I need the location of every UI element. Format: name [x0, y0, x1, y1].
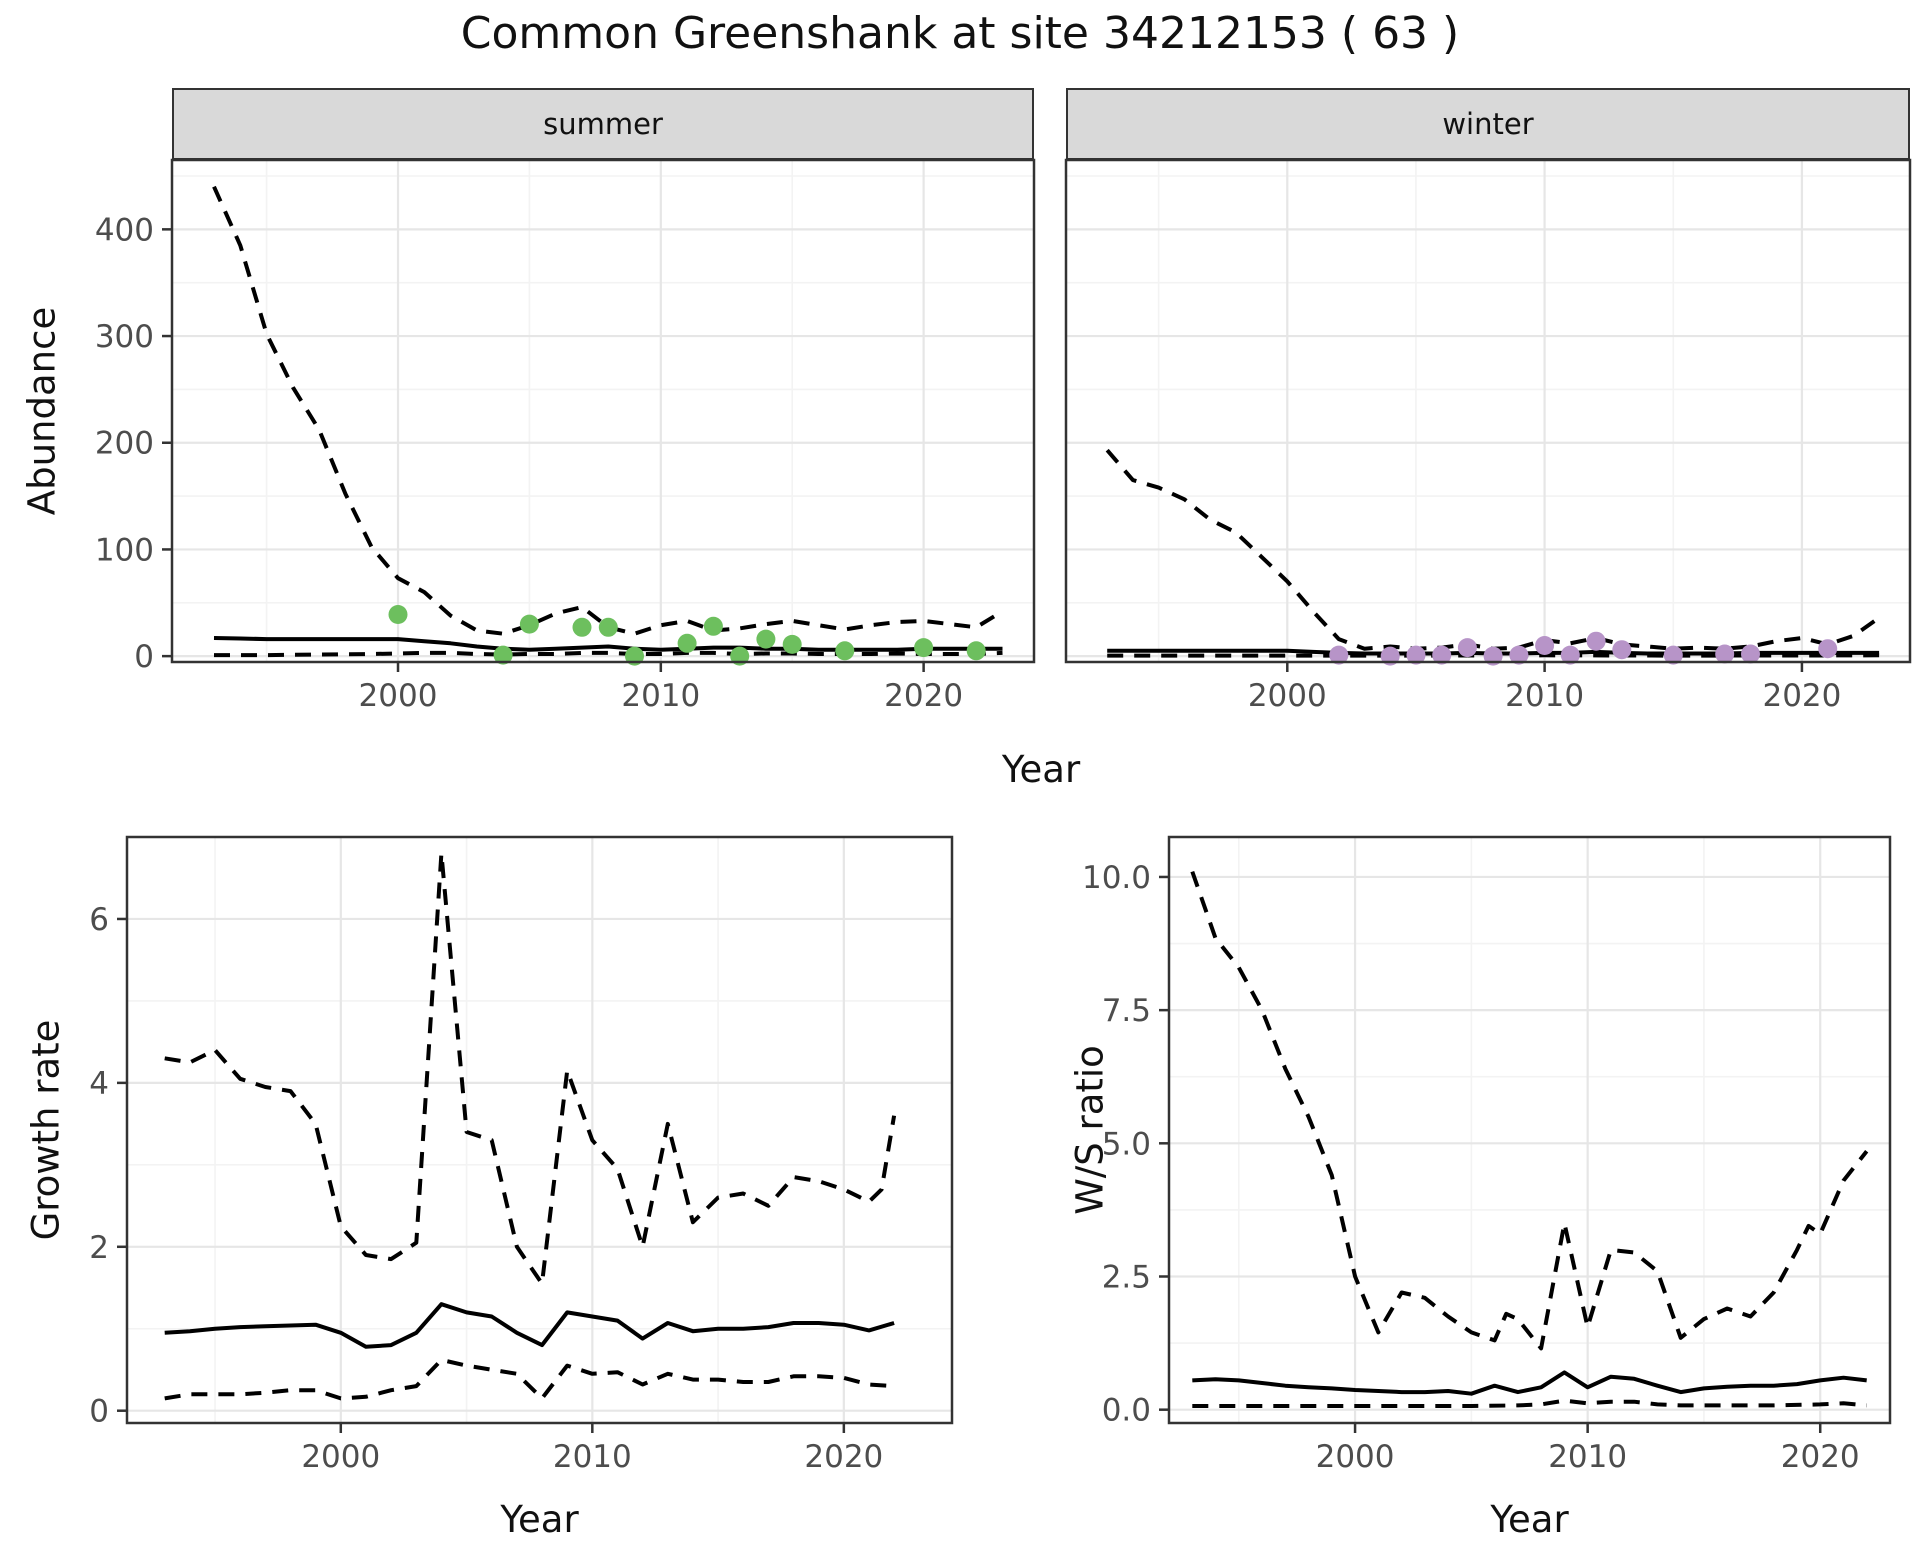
y-tick-label: 0	[89, 1394, 109, 1430]
series-mean	[213, 636, 1003, 652]
x-axis-title-year-ws: Year	[1490, 1498, 1569, 1541]
data-point-observed-counts	[1715, 644, 1735, 664]
data-point-observed-counts	[519, 614, 539, 634]
data-point-observed-counts	[756, 629, 776, 649]
y-tick-label: 0.0	[1102, 1393, 1151, 1429]
y-tick-label: 4	[89, 1066, 109, 1102]
data-point-observed-counts	[782, 634, 802, 654]
panel-border	[1064, 158, 1912, 664]
panel-background	[1066, 160, 1910, 662]
x-tick-label: 2020	[884, 678, 963, 714]
data-point-observed-counts	[1818, 639, 1838, 659]
data-point-observed-counts	[677, 633, 697, 653]
x-axis-title-year-growth: Year	[500, 1498, 579, 1541]
abundance-summer-plot: 2000 2010 2020 0 100 200 300 400	[95, 158, 1036, 714]
data-point-observed-counts	[388, 605, 408, 624]
data-point-observed-counts	[1586, 631, 1606, 651]
series-upper-ci	[1190, 870, 1869, 1351]
data-point-observed-counts	[1741, 644, 1760, 664]
data-point-observed-counts	[966, 641, 986, 661]
y-axis-title-abundance: Abundance	[20, 306, 64, 516]
x-tick-label: 2000	[1248, 678, 1327, 714]
facet-strip-summer: summer	[172, 88, 1034, 160]
series-lower-ci	[164, 1357, 895, 1401]
growth-rate-plot: 2000 2010 2020 0 2 4 6	[89, 835, 954, 1475]
x-tick-label: 2020	[1781, 1439, 1860, 1475]
facet-strip-winter: winter	[1066, 88, 1910, 160]
abundance-winter-plot: 2000 2010 2020	[1064, 158, 1912, 714]
y-tick-label: 6	[89, 902, 109, 938]
panel-growth-rate: 2000 2010 2020 0 2 4 6	[49, 833, 956, 1503]
data-point-observed-counts	[1432, 645, 1452, 665]
panel-border	[125, 835, 954, 1425]
x-tick-label: 2010	[621, 678, 700, 714]
panel-background	[1169, 837, 1890, 1423]
y-tick-label: 2	[89, 1230, 109, 1266]
y-tick-label: 10.0	[1082, 860, 1151, 896]
data-point-observed-counts	[703, 616, 723, 636]
series-mean	[1192, 1370, 1867, 1396]
data-point-observed-counts	[1509, 645, 1529, 665]
y-tick-label: 100	[95, 532, 154, 568]
data-point-observed-counts	[598, 617, 618, 637]
panel-border	[170, 158, 1036, 664]
panel-abundance-summer: 2000 2010 2020 0 100 200 300 400	[72, 156, 1038, 736]
series-upper-ci	[212, 185, 1004, 636]
panel-abundance-winter: 2000 2010 2020	[1062, 156, 1916, 736]
x-tick-label: 2010	[1548, 1439, 1627, 1475]
series-mean	[164, 1302, 895, 1349]
y-tick-label: 5.0	[1102, 1126, 1151, 1162]
y-tick-label: 2.5	[1102, 1260, 1151, 1296]
data-point-observed-counts	[1612, 640, 1632, 660]
y-tick-label: 200	[95, 426, 154, 462]
series-mean	[1107, 648, 1880, 656]
x-tick-label: 2000	[359, 678, 438, 714]
data-point-observed-counts	[1457, 638, 1477, 658]
data-point-observed-counts	[1535, 636, 1555, 655]
y-tick-label: 400	[95, 212, 154, 248]
data-point-observed-counts	[914, 638, 934, 658]
series-upper-ci	[164, 851, 897, 1286]
ws-ratio-plot: 2000 2010 2020 0.0 2.5 5.0 7.5 10.0	[1082, 835, 1892, 1475]
facet-strip-summer-label: summer	[543, 107, 663, 141]
data-point-observed-counts	[1406, 645, 1426, 665]
series-lower-ci	[214, 650, 1003, 658]
y-tick-label: 0	[134, 639, 154, 675]
data-point-observed-counts	[572, 617, 592, 637]
panel-background	[127, 837, 952, 1423]
data-point-observed-counts	[493, 645, 513, 665]
x-tick-label: 2000	[1316, 1439, 1395, 1475]
panel-ws-ratio: 2000 2010 2020 0.0 2.5 5.0 7.5 10.0	[1061, 833, 1896, 1503]
data-point-observed-counts	[1329, 645, 1349, 665]
x-tick-label: 2000	[301, 1439, 380, 1475]
data-point-observed-counts	[1663, 645, 1683, 665]
x-tick-label: 2010	[1505, 678, 1584, 714]
facet-strip-winter-label: winter	[1442, 107, 1534, 141]
y-tick-label: 7.5	[1102, 993, 1151, 1029]
x-tick-label: 2020	[1762, 678, 1841, 714]
x-tick-label: 2020	[804, 1439, 883, 1475]
series-lower-ci	[1192, 1398, 1867, 1408]
y-tick-label: 300	[95, 319, 154, 355]
data-point-observed-counts	[1560, 645, 1580, 665]
panel-border	[1167, 835, 1892, 1425]
x-axis-title-year-top: Year	[1001, 748, 1081, 791]
data-point-observed-counts	[835, 641, 855, 661]
panel-background	[172, 160, 1034, 662]
x-tick-label: 2010	[553, 1439, 632, 1475]
page-title: Common Greenshank at site 34212153 ( 63 …	[460, 8, 1460, 59]
